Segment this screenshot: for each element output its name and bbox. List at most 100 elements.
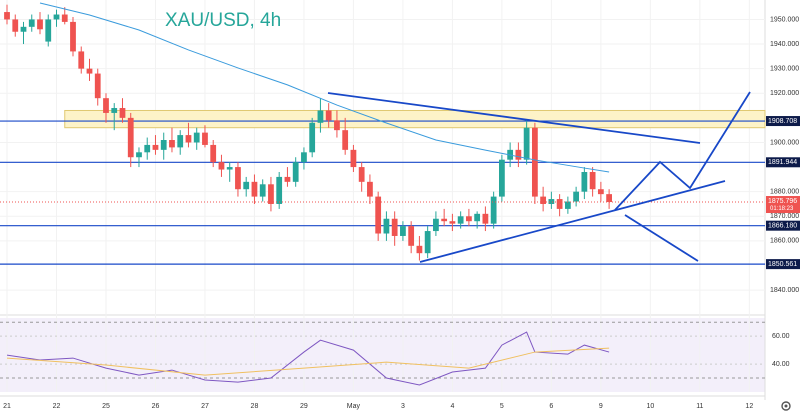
candle-body — [531, 127, 538, 197]
candle-body — [127, 117, 134, 158]
candle-body — [564, 201, 571, 209]
candle-body — [45, 19, 52, 42]
candle-body — [334, 120, 340, 131]
candle-body — [276, 176, 283, 204]
candle-body — [210, 144, 217, 163]
candle-body — [78, 51, 85, 69]
x-tick-label: 29 — [300, 403, 308, 410]
rsi-tick-label: 60.00 — [772, 333, 790, 340]
candle-body — [292, 162, 299, 182]
y-tick-label: 1870.000 — [770, 213, 799, 220]
candle-body — [424, 231, 431, 254]
x-tick-label: 22 — [53, 403, 61, 410]
candle-body — [556, 199, 563, 209]
candle-body — [20, 26, 27, 32]
settings-icon[interactable] — [781, 401, 791, 411]
candle-body — [4, 12, 10, 20]
candle-body — [457, 216, 464, 224]
x-tick-label: 3 — [401, 403, 405, 410]
candle-body — [581, 171, 588, 192]
candle-body — [466, 216, 472, 222]
x-tick-label: 5 — [500, 403, 504, 410]
candle-body — [523, 127, 530, 160]
candle-body — [94, 73, 101, 99]
x-tick-label: 27 — [201, 403, 209, 410]
candle-body — [416, 245, 423, 254]
x-tick-label: 11 — [696, 403, 703, 410]
candle-body — [243, 181, 250, 190]
candle-body — [284, 176, 291, 182]
moving-average — [39, 2, 610, 173]
gear-center[interactable] — [784, 404, 788, 408]
candle-body — [499, 159, 505, 197]
x-tick-label: 26 — [152, 403, 160, 410]
chart-title: XAU/USD, 4h — [165, 10, 281, 31]
candle-body — [193, 132, 200, 143]
candle-body — [103, 98, 109, 113]
candle-body — [317, 110, 324, 123]
candle-body — [185, 135, 192, 143]
candle-body — [301, 152, 307, 163]
level-label-bg — [766, 116, 800, 127]
rsi-line — [6, 331, 610, 386]
candle-body — [548, 199, 555, 204]
level-label: 1866.180 — [768, 223, 797, 230]
candle-body — [589, 171, 596, 190]
candle-body — [358, 167, 365, 182]
candle-body — [449, 221, 456, 224]
candle-body — [309, 122, 316, 153]
level-label: 1908.708 — [768, 118, 797, 125]
x-tick-label: 6 — [549, 403, 553, 410]
candle-body — [218, 162, 225, 170]
candle-body — [350, 149, 357, 168]
candle-body — [37, 19, 43, 30]
candle-body — [177, 135, 184, 148]
rsi-line — [6, 347, 610, 376]
y-tick-label: 1900.000 — [770, 139, 799, 146]
candle-body — [573, 191, 580, 202]
candle-body — [383, 218, 390, 234]
candle-body — [408, 226, 415, 246]
rsi-pane — [0, 318, 765, 392]
gear[interactable] — [781, 401, 791, 411]
y-tick-label: 1860.000 — [770, 238, 799, 245]
support-trendline — [419, 180, 726, 263]
candle-body — [226, 167, 233, 170]
candle-body — [61, 14, 68, 22]
candle-body — [441, 218, 448, 222]
level-label-bg — [766, 259, 800, 270]
rsi-tick-label: 40.00 — [772, 361, 790, 368]
level-label-bg — [766, 220, 800, 231]
candle-body — [433, 218, 439, 232]
candle-body — [235, 167, 241, 190]
candle-body — [325, 110, 332, 121]
x-tick-label: 9 — [599, 403, 603, 410]
y-tick-label: 1840.000 — [770, 287, 799, 294]
candle-body — [202, 132, 208, 145]
current-price-label: 1875.796 — [768, 198, 797, 205]
candle-body — [482, 213, 489, 224]
candle-body — [268, 184, 274, 204]
candle-body — [375, 196, 382, 234]
y-tick-label: 1940.000 — [770, 41, 799, 48]
y-tick-label: 1880.000 — [770, 189, 799, 196]
candle-body — [400, 226, 406, 236]
trendlines — [327, 91, 751, 263]
x-tick-label: May — [347, 403, 361, 410]
candle-body — [111, 108, 118, 113]
x-tick-label: 21 — [3, 403, 11, 410]
candle-body — [86, 68, 93, 74]
candle-body — [342, 130, 349, 150]
candle-body — [597, 189, 604, 195]
candle-body — [28, 19, 35, 27]
candle-body — [391, 218, 398, 236]
candle-body — [144, 144, 151, 153]
candle-body — [169, 140, 175, 148]
resistance-trendline — [327, 92, 701, 144]
candle-body — [12, 19, 19, 32]
candle-body — [70, 21, 76, 52]
candle-body — [152, 144, 159, 150]
x-tick-label: 10 — [646, 403, 654, 410]
